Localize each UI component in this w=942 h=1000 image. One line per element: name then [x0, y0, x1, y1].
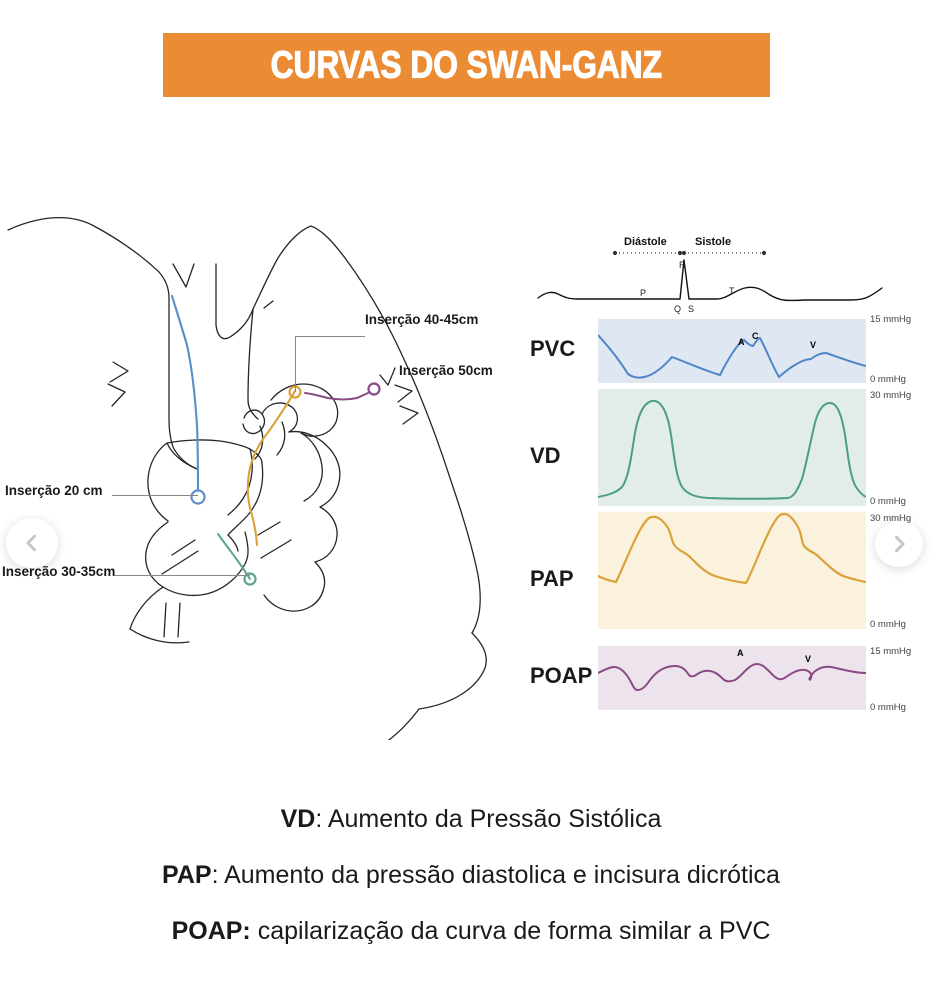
svg-text:Sistole: Sistole [695, 236, 731, 248]
svg-text:T: T [729, 286, 735, 296]
svg-text:R: R [679, 260, 686, 270]
svg-text:P: P [640, 288, 646, 298]
svg-text:S: S [688, 304, 694, 314]
svg-text:Q: Q [674, 304, 681, 314]
svg-text:Diástole: Diástole [624, 236, 667, 248]
